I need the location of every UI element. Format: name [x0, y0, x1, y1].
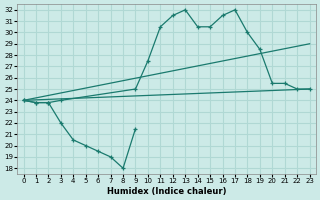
X-axis label: Humidex (Indice chaleur): Humidex (Indice chaleur) — [107, 187, 226, 196]
